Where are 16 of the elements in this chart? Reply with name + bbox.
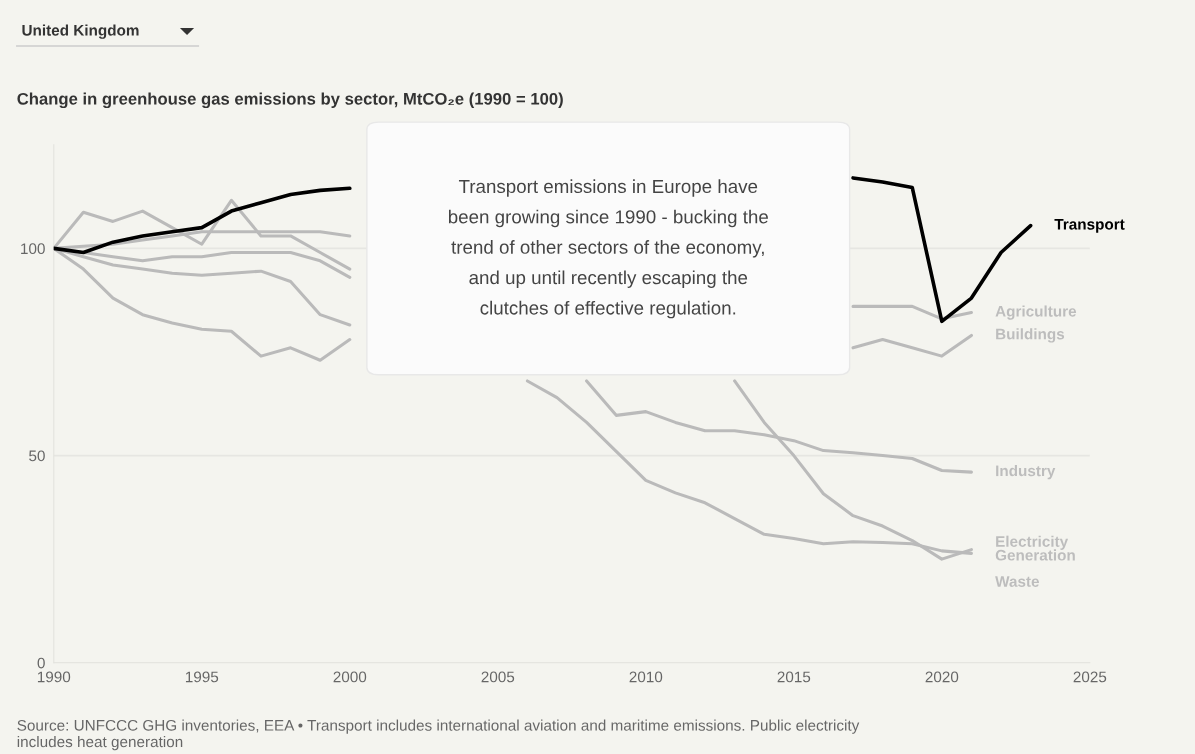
annotation: Transport emissions in Europe have been growing since 1990 - bucking the trend of other sectors of the economy, and up until recently escaping the clutches of effective regulation.	[448, 179, 768, 319]
y-tick-label: 100	[21, 243, 45, 255]
x-tick-label: 2020	[925, 671, 959, 683]
source-note: Source: UNFCCC GHG inventories, EEA • Transport includes international aviation and maritime emissions. Public electricity includes heat generation	[17, 719, 860, 751]
x-tick-label: 2015	[777, 671, 811, 683]
y-tick-label: 50	[29, 450, 45, 462]
text: United Kingdom	[22, 24, 139, 39]
x-tick-label: 2005	[481, 671, 515, 683]
y-tick-label: 0	[37, 657, 45, 669]
x-tick-label: 2000	[333, 671, 367, 683]
chart-title: Change in greenhouse gas emissions by sector, MtCO₂e (1990 = 100)	[17, 92, 563, 109]
x-tick-label: 1990	[37, 671, 71, 683]
x-tick-label: 2010	[629, 671, 663, 683]
x-tick-label: 1995	[185, 671, 219, 683]
x-tick-label: 2025	[1073, 671, 1107, 683]
series-label: Transport	[1054, 219, 1125, 233]
